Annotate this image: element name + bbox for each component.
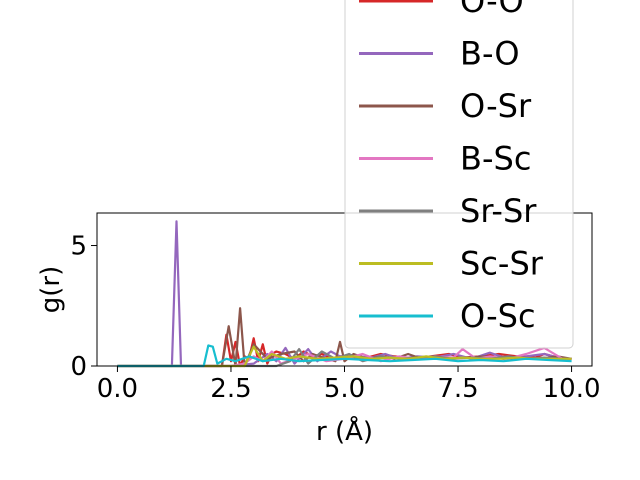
legend-label-b-sc: B-Sc xyxy=(460,140,531,178)
legend-label-o-o: O-O xyxy=(460,0,524,20)
legend-label-sr-sr: Sr-Sr xyxy=(460,192,537,230)
legend-label-o-sc: O-Sc xyxy=(460,297,536,335)
legend-box xyxy=(344,0,574,349)
y-axis-label: g(r) xyxy=(36,266,66,313)
x-axis-label: r (Å) xyxy=(316,415,373,447)
y-tick-label: 0 xyxy=(70,352,87,382)
legend: O-O B-O O-Sr B-Sc Sr-Sr Sc-Sr O-Sc xyxy=(344,0,574,349)
x-tick-label: 2.5 xyxy=(210,374,251,404)
legend-label-b-o: B-O xyxy=(460,35,520,73)
x-tick-label: 10.0 xyxy=(543,374,601,404)
legend-label-sc-sr: Sc-Sr xyxy=(460,245,544,283)
x-tick-label: 7.5 xyxy=(437,374,478,404)
y-tick-label: 5 xyxy=(70,232,87,262)
series-line-sc-sr xyxy=(117,345,572,368)
x-tick-label: 0.0 xyxy=(97,374,138,404)
series-line-o-sc xyxy=(117,344,572,368)
legend-label-o-sr: O-Sr xyxy=(460,87,532,125)
ticks: 0.0 2.5 5.0 7.5 10.0 0 5 xyxy=(70,232,600,404)
x-tick-label: 5.0 xyxy=(324,374,365,404)
